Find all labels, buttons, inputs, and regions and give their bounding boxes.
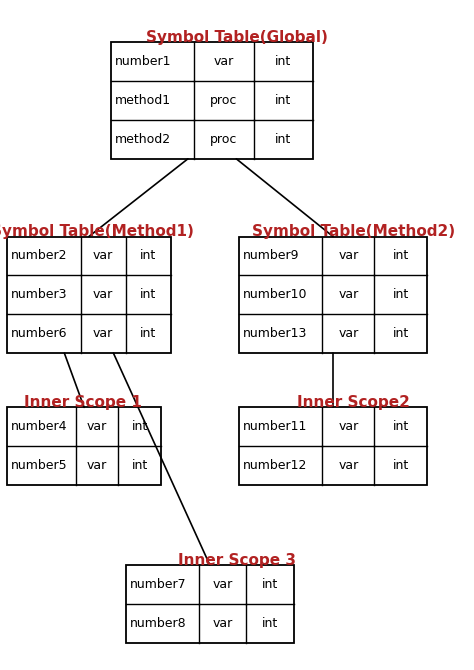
Text: int: int (392, 420, 409, 433)
Text: number4: number4 (11, 420, 67, 433)
Text: number12: number12 (243, 459, 308, 472)
Text: int: int (275, 55, 292, 68)
Text: number2: number2 (11, 249, 67, 263)
Text: int: int (275, 94, 292, 107)
Text: int: int (275, 133, 292, 146)
Text: int: int (262, 616, 278, 630)
Text: Symbol Table(Method1): Symbol Table(Method1) (0, 224, 194, 239)
Text: Inner Scope 1: Inner Scope 1 (24, 395, 142, 410)
Bar (7, 237, 171, 353)
Text: var: var (87, 459, 107, 472)
Text: int: int (140, 288, 156, 302)
Text: int: int (132, 420, 148, 433)
Text: method1: method1 (115, 94, 171, 107)
Bar (126, 565, 294, 643)
Text: var: var (93, 327, 113, 340)
Text: int: int (392, 459, 409, 472)
Text: var: var (213, 616, 233, 630)
Text: var: var (338, 327, 358, 340)
Text: Inner Scope 3: Inner Scope 3 (178, 553, 296, 567)
Text: int: int (392, 288, 409, 302)
Text: Symbol Table(Method2): Symbol Table(Method2) (252, 224, 455, 239)
Text: var: var (213, 578, 233, 591)
Text: number13: number13 (243, 327, 308, 340)
Text: number7: number7 (129, 578, 186, 591)
Bar (7, 407, 161, 485)
Text: var: var (338, 249, 358, 263)
Text: int: int (132, 459, 148, 472)
Text: Inner Scope2: Inner Scope2 (297, 395, 410, 410)
Text: number5: number5 (11, 459, 67, 472)
Text: var: var (214, 55, 234, 68)
Text: number10: number10 (243, 288, 308, 302)
Text: var: var (93, 249, 113, 263)
Text: proc: proc (210, 94, 237, 107)
Text: int: int (392, 327, 409, 340)
Bar (239, 407, 427, 485)
Text: int: int (262, 578, 278, 591)
Text: var: var (87, 420, 107, 433)
Text: var: var (338, 459, 358, 472)
Text: int: int (140, 249, 156, 263)
Text: Symbol Table(Global): Symbol Table(Global) (146, 30, 328, 45)
Text: number1: number1 (115, 55, 172, 68)
Text: var: var (338, 420, 358, 433)
Text: int: int (392, 249, 409, 263)
Text: int: int (140, 327, 156, 340)
Text: var: var (338, 288, 358, 302)
Text: number8: number8 (129, 616, 186, 630)
Text: number3: number3 (11, 288, 67, 302)
Text: number6: number6 (11, 327, 67, 340)
Text: var: var (93, 288, 113, 302)
Bar (111, 42, 313, 159)
Bar (239, 237, 427, 353)
Text: number11: number11 (243, 420, 308, 433)
Text: proc: proc (210, 133, 237, 146)
Text: method2: method2 (115, 133, 171, 146)
Text: number9: number9 (243, 249, 300, 263)
